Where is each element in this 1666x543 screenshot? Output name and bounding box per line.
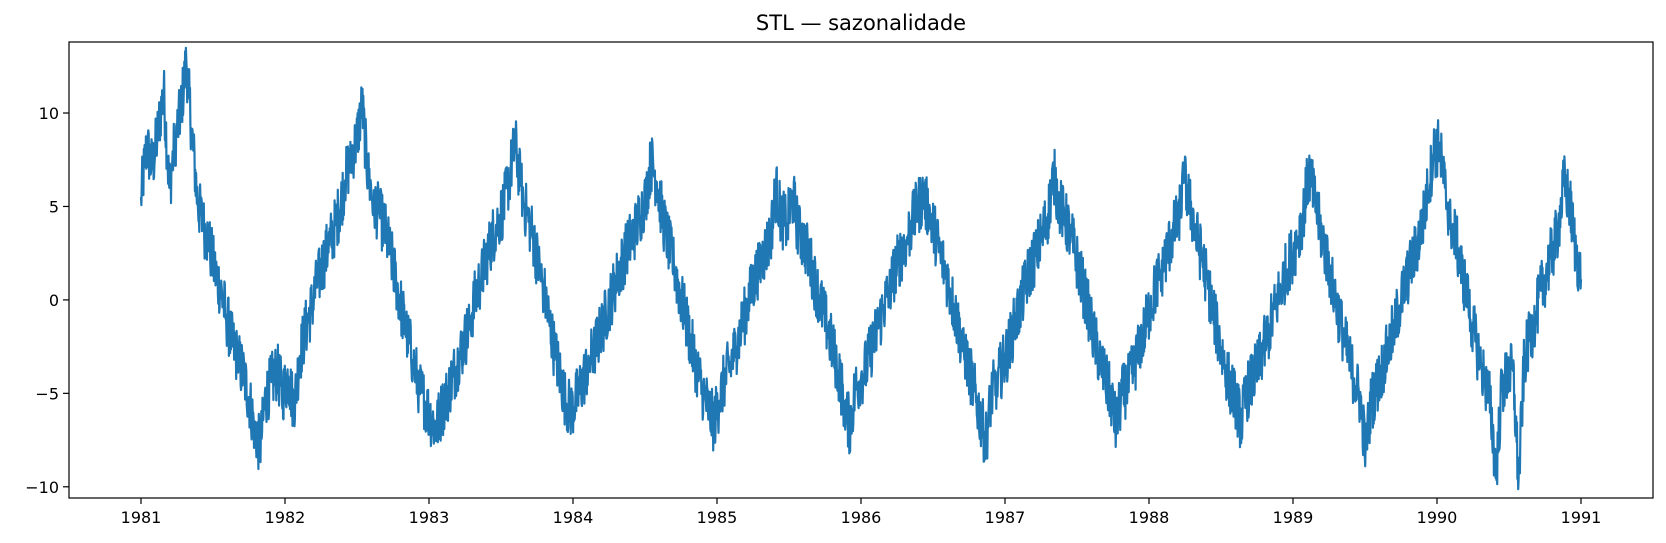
y-tick-label: 10 — [39, 104, 59, 123]
x-tick-label: 1989 — [1273, 508, 1314, 527]
plot-frame — [68, 41, 1654, 499]
x-tick-label: 1985 — [697, 508, 738, 527]
x-tick-label: 1990 — [1417, 508, 1458, 527]
series-line — [139, 46, 1583, 491]
x-tick-label: 1983 — [409, 508, 450, 527]
y-tick-label: −5 — [35, 384, 59, 403]
x-tick-label: 1982 — [265, 508, 306, 527]
chart-title: STL — sazonalidade — [756, 11, 966, 35]
y-tick-label: −10 — [25, 478, 59, 497]
x-tick-label: 1987 — [985, 508, 1026, 527]
x-tick-label: 1991 — [1561, 508, 1602, 527]
x-tick-label: 1988 — [1129, 508, 1170, 527]
y-axis: −10 −5 0 5 10 — [25, 104, 69, 497]
x-tick-label: 1986 — [841, 508, 882, 527]
x-tick-label: 1981 — [121, 508, 162, 527]
plot-series — [139, 46, 1583, 491]
x-axis: 1981 1982 1983 1984 1985 1986 1987 1988 1989 1990… — [121, 498, 1602, 527]
x-tick-label: 1984 — [553, 508, 594, 527]
y-tick-label: 0 — [49, 291, 59, 310]
y-tick-label: 5 — [49, 197, 59, 216]
